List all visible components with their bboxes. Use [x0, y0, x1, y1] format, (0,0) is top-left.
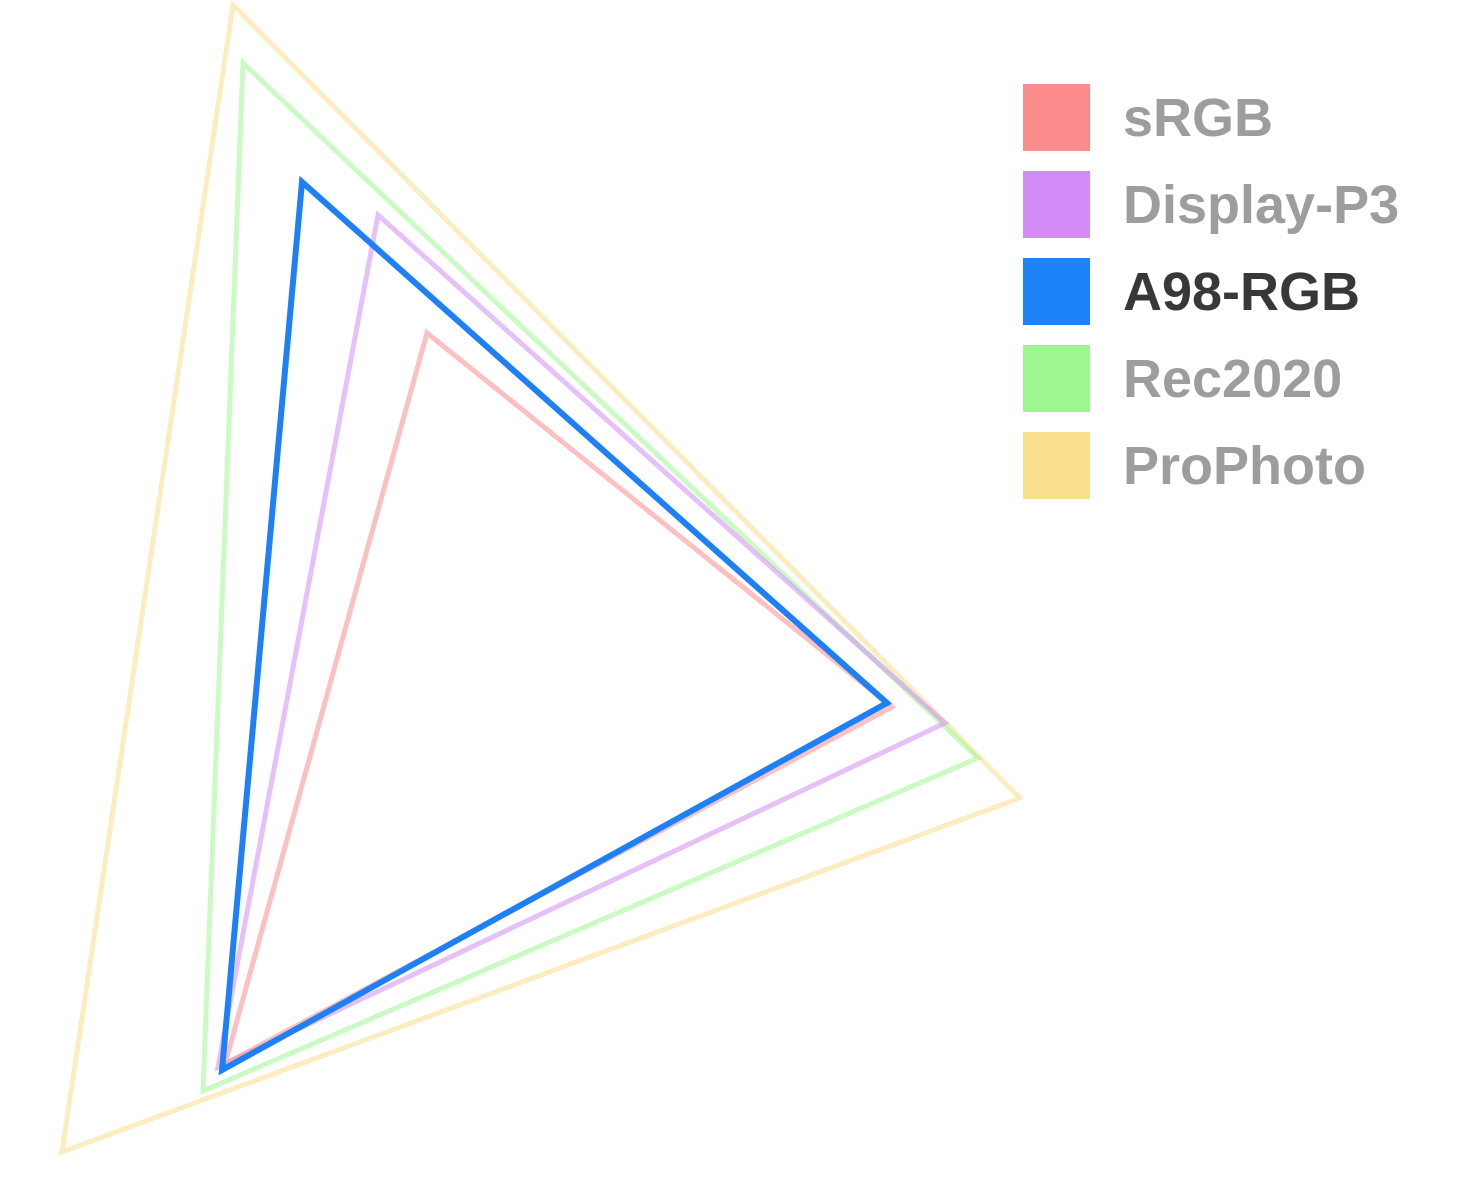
legend-label-rec2020: Rec2020 — [1123, 348, 1343, 409]
gamut-triangle-a98-rgb — [218, 175, 893, 1076]
gamut-triangle-srgb — [221, 328, 897, 1069]
legend-label-display-p3: Display-P3 — [1123, 174, 1400, 235]
prophoto-swatch — [1023, 432, 1090, 499]
display-p3-swatch — [1023, 171, 1090, 238]
legend-label-a98-rgb: A98-RGB — [1123, 261, 1361, 322]
legend-item-display-p3: Display-P3 — [1023, 171, 1399, 238]
legend: sRGB Display-P3 A98-RGB Rec2020 ProPhoto — [1023, 84, 1399, 499]
legend-item-rec2020: Rec2020 — [1023, 345, 1399, 412]
legend-item-srgb: sRGB — [1023, 84, 1399, 151]
srgb-swatch — [1023, 84, 1090, 151]
gamut-triangle-rec2020 — [200, 57, 983, 1095]
legend-item-prophoto: ProPhoto — [1023, 432, 1399, 499]
legend-item-a98-rgb: A98-RGB — [1023, 258, 1399, 325]
a98-rgb-swatch — [1023, 258, 1090, 325]
legend-label-srgb: sRGB — [1123, 87, 1274, 148]
rec2020-swatch — [1023, 345, 1090, 412]
gamut-triangle-display-p3 — [214, 210, 950, 1072]
gamut-triangle-prophoto — [58, 0, 1025, 1156]
legend-label-prophoto: ProPhoto — [1123, 435, 1366, 496]
